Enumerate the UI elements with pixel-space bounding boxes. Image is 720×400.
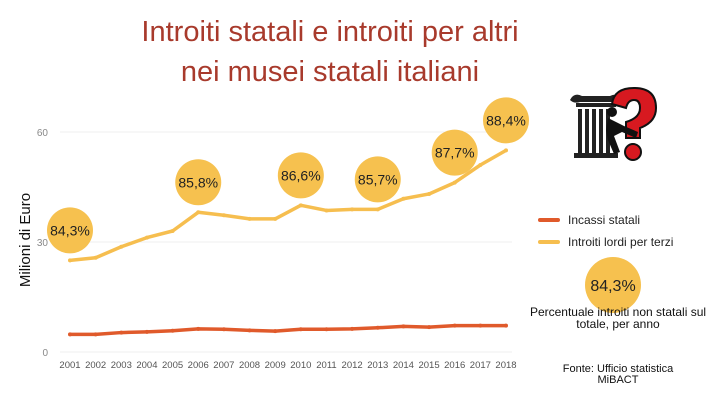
data-point [452, 180, 457, 185]
annotation-bubble [483, 97, 529, 144]
data-point [350, 207, 355, 212]
series-layer [68, 148, 508, 337]
x-tick-label: 2003 [111, 360, 132, 371]
data-point [119, 244, 124, 249]
annotation-label: 84,3% [50, 222, 90, 238]
x-tick-label: 2011 [316, 360, 336, 371]
data-point [170, 229, 175, 233]
annotation-bubble [277, 152, 324, 199]
annotation-layer: 84,3% 85,8% 86,6% 85,7% 87,7% 88,4% [47, 97, 529, 254]
data-point [401, 196, 406, 201]
legend-item-terzi: Introiti lordi per terzi [538, 231, 673, 253]
data-point [273, 216, 278, 221]
annotation-bubble [354, 156, 401, 203]
data-point [298, 327, 303, 332]
x-tick-label: 2015 [418, 360, 439, 371]
annotation-label: 85,7% [358, 171, 398, 187]
annotation-label: 85,8% [178, 174, 218, 190]
data-point [93, 332, 98, 337]
data-point [452, 323, 457, 328]
annotation-bubble [175, 159, 222, 206]
title-line-2: nei musei statali italiani [180, 56, 480, 88]
annotation-bubble [431, 129, 478, 176]
x-tick-label: 2014 [393, 360, 414, 371]
data-point [427, 191, 432, 196]
data-point [401, 324, 406, 329]
data-point [170, 328, 175, 333]
x-tick-label: 2008 [239, 360, 260, 371]
data-point [324, 327, 329, 332]
data-point [68, 258, 72, 263]
data-point [504, 148, 508, 153]
x-tick-label: 2007 [213, 360, 234, 371]
legend-label-terzi: Introiti lordi per terzi [568, 235, 674, 249]
data-point [119, 330, 124, 335]
data-point [93, 255, 98, 260]
data-point [196, 210, 201, 215]
source-note: Fonte: Ufficio statistica MiBACT [562, 363, 674, 386]
data-point [504, 323, 508, 328]
data-point [247, 328, 252, 333]
x-tick-label: 2001 [59, 360, 80, 371]
x-tick-label: 2017 [470, 360, 491, 371]
chart-legend: Incassi statali Introiti lordi per terzi [538, 209, 673, 253]
data-point [68, 332, 72, 337]
data-point [350, 326, 355, 331]
x-tick-label: 2004 [136, 360, 157, 371]
data-point [144, 329, 149, 334]
data-point [144, 235, 149, 240]
legend-bubble: 84,3% [585, 257, 641, 313]
legend-item-statali: Incassi statali [538, 209, 673, 231]
x-tick-label: 2013 [367, 360, 388, 371]
museum-question-icon [568, 86, 668, 171]
series-line-0 [68, 323, 508, 337]
y-tick-label: 30 [37, 238, 49, 249]
data-point [221, 327, 226, 332]
annotation-label: 86,6% [281, 167, 321, 183]
data-point [478, 323, 483, 328]
x-tick-label: 2010 [290, 360, 311, 371]
legend-bubble-label: 84,3% [590, 278, 635, 295]
x-tick-label: 2012 [342, 360, 363, 371]
data-point [427, 325, 432, 330]
data-point [478, 163, 483, 167]
legend-swatch-terzi [538, 240, 560, 244]
y-tick-label: 0 [42, 348, 48, 359]
x-tick-label: 2016 [444, 360, 465, 371]
annotation-label: 87,7% [435, 145, 475, 161]
legend-bubble-circle [585, 257, 641, 313]
x-tick-label: 2005 [162, 360, 183, 371]
bubble-note: Percentuale introiti non statali sul tot… [529, 305, 707, 331]
x-tick-label: 2018 [495, 360, 516, 371]
x-tick-label: 2009 [265, 360, 286, 371]
legend-label-statali: Incassi statali [568, 213, 641, 227]
data-point [247, 216, 252, 221]
legend-swatch-statali [538, 218, 560, 222]
y-tick-label: 60 [37, 128, 49, 139]
data-point [324, 208, 329, 213]
annotation-bubble [47, 207, 93, 254]
data-point [273, 329, 278, 334]
data-point [375, 207, 380, 212]
title-line-1: Introiti statali e introiti per altri [141, 16, 519, 48]
chart-title: Introiti statali e introiti per altri ne… [100, 12, 560, 92]
x-tick-label: 2002 [85, 360, 106, 371]
data-point [298, 203, 303, 208]
tick-layer: 0 30 60 2001 2002 2003 2004 2005 2006 2007 2008 200… [37, 128, 517, 371]
series-line-1 [68, 148, 508, 263]
annotation-label: 88,4% [486, 112, 526, 128]
data-point [221, 213, 226, 218]
data-point [196, 326, 201, 331]
y-axis-label: Milioni di Euro [17, 193, 34, 287]
data-point [375, 325, 380, 330]
x-tick-label: 2006 [188, 360, 209, 371]
